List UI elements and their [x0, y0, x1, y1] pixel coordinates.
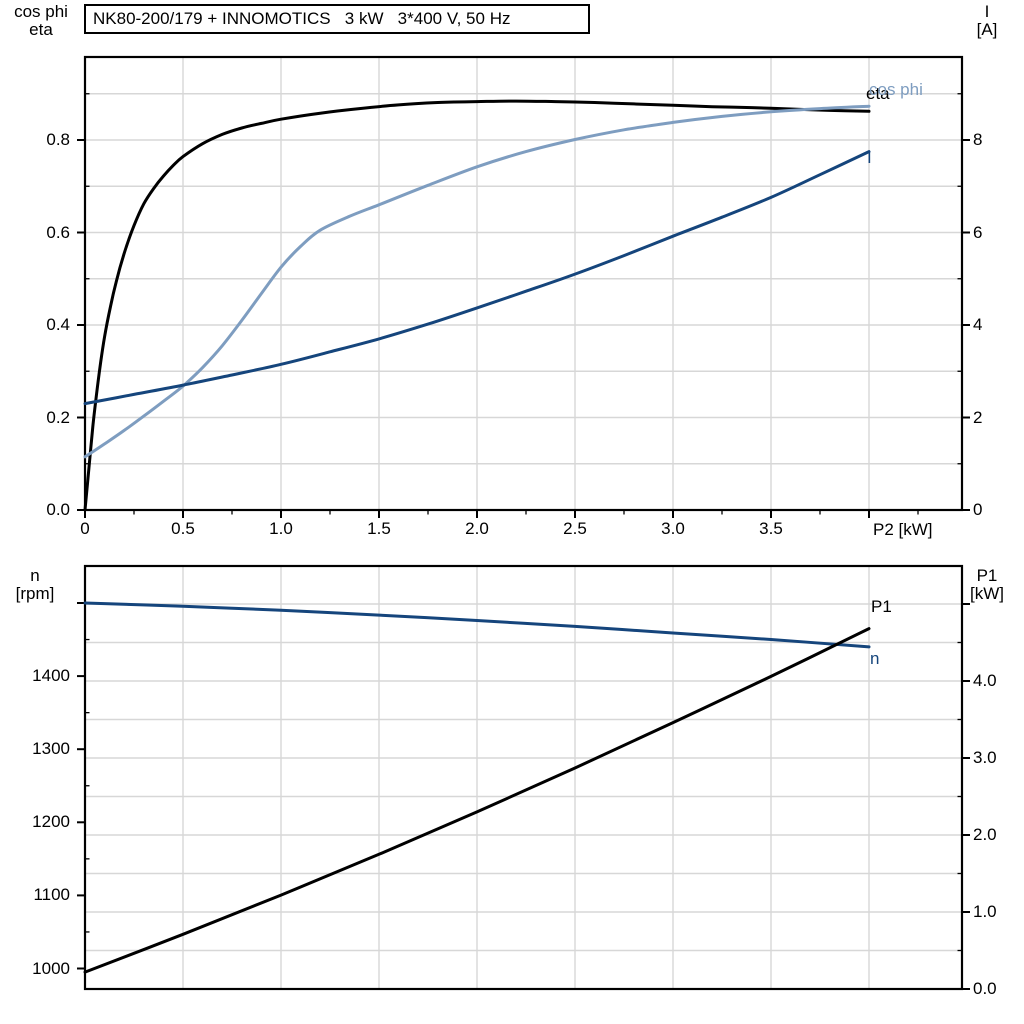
right-axis-tick-label: 2 — [973, 407, 983, 427]
x-axis-tick-label: 3.5 — [759, 519, 783, 538]
plot-frame — [83, 55, 964, 512]
left-axis-tick-label: 1200 — [32, 812, 70, 832]
x-axis-tick-label: 1.5 — [367, 519, 391, 538]
left-axis-tick-label: 0.8 — [46, 130, 70, 149]
curve-I — [83, 150, 871, 406]
left-axis-tick-label: 0.2 — [46, 407, 70, 427]
left-axis-tick-label: 0.0 — [46, 500, 70, 519]
curve-label-P1: P1 — [871, 597, 892, 616]
right-axis-tick-label: 2.0 — [973, 825, 997, 844]
right-axis-tick-label: 3.0 — [973, 748, 997, 767]
left-axis-label: n [rpm] — [15, 566, 55, 603]
plot-frame — [83, 564, 964, 991]
x-axis-tick-label: 0 — [80, 519, 90, 538]
right-axis-label: P1 [kW] — [970, 566, 1004, 603]
curve-label-n: n — [870, 649, 880, 668]
right-axis-tick-label: 6 — [973, 222, 983, 242]
right-axis-tick-label: 0.0 — [973, 979, 997, 998]
curve-label-I: I — [867, 148, 872, 167]
curve-eta — [83, 99, 871, 512]
right-axis-label: I [A] — [976, 2, 998, 39]
left-axis-tick-label: 1000 — [32, 958, 70, 978]
x-axis-label: P2 [kW] — [873, 520, 933, 539]
right-axis-tick-label: 1.0 — [973, 902, 997, 921]
right-axis-tick-label: 4.0 — [973, 671, 997, 690]
right-axis-tick-label: 0 — [973, 500, 983, 519]
x-axis-tick-label: 2.5 — [563, 519, 587, 538]
left-axis-tick-label: 0.6 — [46, 222, 70, 242]
curve-n — [83, 601, 871, 649]
left-axis-tick-label: 1100 — [33, 885, 70, 905]
left-axis-tick-label: 1400 — [32, 666, 70, 686]
curve-P1 — [83, 627, 871, 974]
x-axis-tick-label: 0.5 — [171, 519, 195, 538]
left-axis-tick-label: 0.4 — [46, 315, 70, 334]
chart-title: NK80-200/179 + INNOMOTICS 3 kW 3*400 V, … — [93, 9, 511, 28]
right-axis-tick-label: 4 — [973, 315, 983, 334]
left-axis-label: cos phi eta — [14, 2, 68, 39]
curve-label-cos-phi: cos phi — [869, 80, 923, 99]
curve-label-eta: eta — [866, 84, 890, 103]
x-axis-tick-label: 1.0 — [269, 519, 293, 538]
x-axis-tick-label: 2.0 — [465, 519, 489, 538]
curve-cos-phi — [83, 104, 871, 459]
x-axis-tick-label: 3.0 — [661, 519, 685, 538]
chart-title-box: NK80-200/179 + INNOMOTICS 3 kW 3*400 V, … — [84, 4, 590, 34]
right-axis-tick-label: 8 — [973, 130, 983, 149]
left-axis-tick-label: 1300 — [32, 739, 70, 759]
